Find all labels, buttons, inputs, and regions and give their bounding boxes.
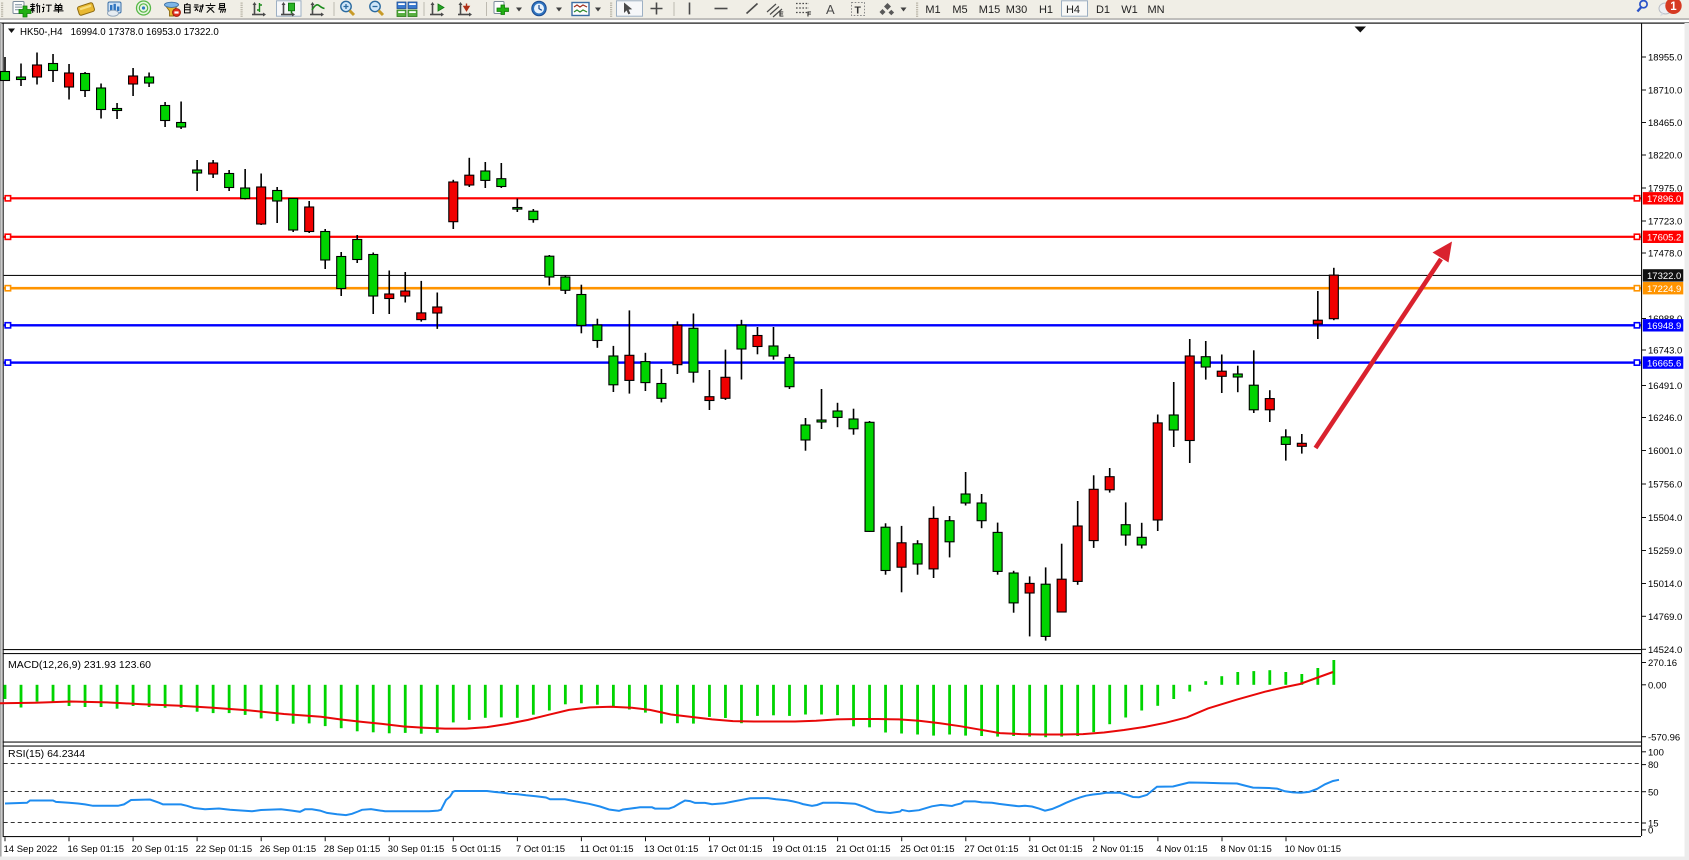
- svg-text:14524.0: 14524.0: [1648, 645, 1682, 656]
- svg-text:16246.0: 16246.0: [1648, 413, 1682, 424]
- svg-text:15259.0: 15259.0: [1648, 546, 1682, 557]
- svg-text:15014.0: 15014.0: [1648, 579, 1682, 590]
- svg-text:2 Nov 01:15: 2 Nov 01:15: [1092, 844, 1143, 855]
- svg-text:5 Oct 01:15: 5 Oct 01:15: [452, 844, 501, 855]
- svg-text:H4: H4: [1066, 4, 1080, 16]
- svg-text:16743.0: 16743.0: [1648, 346, 1682, 357]
- svg-text:15: 15: [1648, 819, 1659, 830]
- svg-text:16665.6: 16665.6: [1647, 358, 1681, 369]
- svg-text:T: T: [855, 5, 862, 17]
- svg-text:-570.96: -570.96: [1648, 732, 1680, 743]
- svg-text:W1: W1: [1121, 4, 1138, 16]
- svg-text:11 Oct 01:15: 11 Oct 01:15: [580, 844, 634, 855]
- svg-text:100: 100: [1648, 747, 1664, 758]
- svg-text:M15: M15: [979, 4, 1000, 16]
- svg-text:270.16: 270.16: [1648, 658, 1677, 669]
- svg-text:18955.0: 18955.0: [1648, 53, 1682, 64]
- svg-text:19 Oct 01:15: 19 Oct 01:15: [772, 844, 826, 855]
- svg-text:8 Nov 01:15: 8 Nov 01:15: [1221, 844, 1272, 855]
- svg-text:18220.0: 18220.0: [1648, 151, 1682, 162]
- svg-text:A: A: [826, 2, 835, 17]
- svg-text:15504.0: 15504.0: [1648, 513, 1682, 524]
- svg-text:26 Sep 01:15: 26 Sep 01:15: [260, 844, 317, 855]
- svg-text:17723.0: 17723.0: [1648, 217, 1682, 228]
- svg-text:16001.0: 16001.0: [1648, 446, 1682, 457]
- svg-text:25 Oct 01:15: 25 Oct 01:15: [900, 844, 954, 855]
- svg-text:13 Oct 01:15: 13 Oct 01:15: [644, 844, 698, 855]
- svg-text:15756.0: 15756.0: [1648, 480, 1682, 491]
- svg-text:18465.0: 18465.0: [1648, 118, 1682, 129]
- svg-text:D1: D1: [1096, 4, 1110, 16]
- svg-text:30 Sep 01:15: 30 Sep 01:15: [388, 844, 445, 855]
- svg-text:17975.0: 17975.0: [1648, 184, 1682, 195]
- svg-text:50: 50: [1648, 787, 1659, 798]
- svg-text:17478.0: 17478.0: [1648, 249, 1682, 260]
- svg-text:E: E: [779, 12, 784, 19]
- svg-text:17605.2: 17605.2: [1647, 233, 1681, 244]
- svg-text:14 Sep 2022: 14 Sep 2022: [4, 844, 58, 855]
- svg-text:H1: H1: [1039, 4, 1053, 16]
- svg-text:28 Sep 01:15: 28 Sep 01:15: [324, 844, 381, 855]
- svg-text:80: 80: [1648, 760, 1659, 771]
- svg-text:4 Nov 01:15: 4 Nov 01:15: [1156, 844, 1207, 855]
- svg-text:31 Oct 01:15: 31 Oct 01:15: [1028, 844, 1082, 855]
- svg-text:MACD(12,26,9) 231.93 123.60: MACD(12,26,9) 231.93 123.60: [8, 659, 151, 671]
- svg-text:17896.0: 17896.0: [1647, 194, 1681, 205]
- svg-text:14769.0: 14769.0: [1648, 612, 1682, 623]
- svg-text:22 Sep 01:15: 22 Sep 01:15: [196, 844, 253, 855]
- svg-text:1: 1: [1670, 1, 1677, 13]
- svg-text:18710.0: 18710.0: [1648, 86, 1682, 97]
- svg-text:17 Oct 01:15: 17 Oct 01:15: [708, 844, 762, 855]
- svg-text:RSI(15) 64.2344: RSI(15) 64.2344: [8, 748, 85, 760]
- svg-text:17322.0: 17322.0: [1647, 271, 1681, 282]
- svg-text:16491.0: 16491.0: [1648, 381, 1682, 392]
- svg-text:21 Oct 01:15: 21 Oct 01:15: [836, 844, 890, 855]
- svg-text:20 Sep 01:15: 20 Sep 01:15: [132, 844, 189, 855]
- svg-text:27 Oct 01:15: 27 Oct 01:15: [964, 844, 1018, 855]
- svg-text:MN: MN: [1147, 4, 1164, 16]
- svg-text:16948.9: 16948.9: [1647, 321, 1681, 332]
- svg-text:M5: M5: [952, 4, 967, 16]
- svg-text:M1: M1: [925, 4, 940, 16]
- svg-text:0.00: 0.00: [1648, 680, 1667, 691]
- svg-text:HK50-,H4 16994.0 17378.0 169: HK50-,H4 16994.0 17378.0 16953.0 17322.0: [20, 27, 219, 38]
- svg-text:16 Sep 01:15: 16 Sep 01:15: [68, 844, 125, 855]
- svg-text:7 Oct 01:15: 7 Oct 01:15: [516, 844, 565, 855]
- svg-text:F: F: [807, 12, 812, 19]
- svg-text:0: 0: [1648, 826, 1653, 837]
- svg-text:17224.9: 17224.9: [1647, 284, 1681, 295]
- svg-text:M30: M30: [1006, 4, 1027, 16]
- svg-text:10 Nov 01:15: 10 Nov 01:15: [1285, 844, 1342, 855]
